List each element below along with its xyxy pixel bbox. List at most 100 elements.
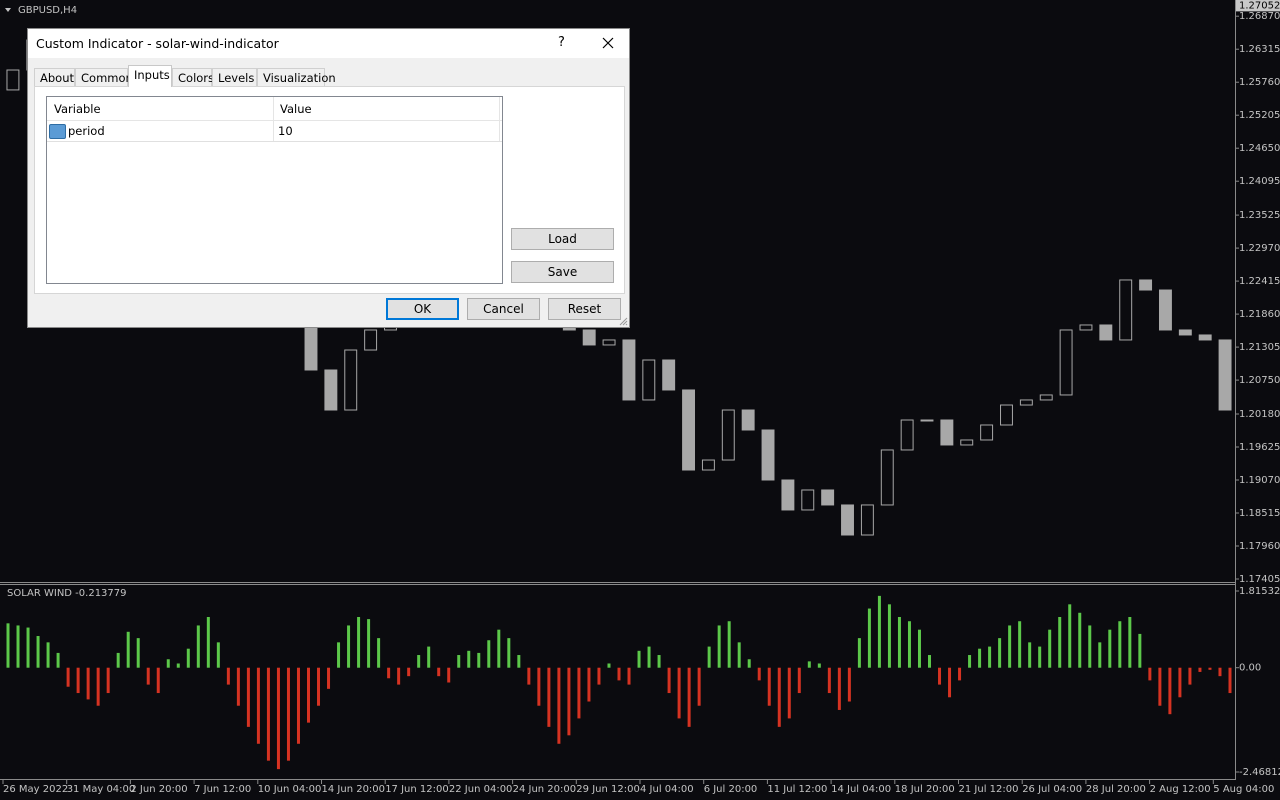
histogram-bar xyxy=(1178,667,1182,698)
histogram-bar xyxy=(1128,617,1132,668)
histogram-bar xyxy=(286,667,290,761)
histogram-bar xyxy=(377,638,381,668)
load-button[interactable]: Load xyxy=(511,228,614,250)
candle-body xyxy=(701,459,715,471)
histogram-bar xyxy=(847,667,851,702)
histogram-bar xyxy=(427,646,431,668)
histogram-bar xyxy=(66,667,70,687)
histogram-bar xyxy=(857,638,861,668)
tab[interactable]: About xyxy=(34,68,75,86)
candle-body xyxy=(622,339,636,401)
tab[interactable]: Levels xyxy=(212,68,257,86)
histogram-bar xyxy=(617,667,621,681)
candle-body xyxy=(880,449,894,506)
histogram-bar xyxy=(1118,621,1122,668)
histogram-bar xyxy=(637,650,641,668)
histogram-bar xyxy=(166,659,170,668)
row-divider xyxy=(47,141,502,142)
input-value[interactable]: 10 xyxy=(278,124,293,138)
y-tick-label: 1.21860 xyxy=(1239,309,1280,320)
symbol-title: GBPUSD,H4 xyxy=(18,5,77,16)
histogram-bar xyxy=(1048,629,1052,668)
tab[interactable]: Colors xyxy=(172,68,214,86)
histogram-bar xyxy=(136,638,140,668)
column-header[interactable]: Value xyxy=(280,102,312,116)
histogram-bar xyxy=(667,667,671,694)
histogram-bar xyxy=(236,667,240,706)
histogram-bar xyxy=(276,667,280,770)
histogram-bar xyxy=(46,642,50,668)
candle-body xyxy=(364,329,378,351)
candle-body xyxy=(1079,324,1093,331)
histogram-bar xyxy=(517,655,521,668)
histogram-bar xyxy=(196,625,200,668)
histogram-bar xyxy=(477,652,481,668)
histogram-bar xyxy=(958,667,962,681)
time-label: 10 Jun 04:00 xyxy=(258,784,322,795)
last-price-label: 1.27052 xyxy=(1239,0,1280,11)
histogram-bar xyxy=(1058,617,1062,668)
histogram-bar xyxy=(1148,667,1152,681)
time-label: 31 May 04:00 xyxy=(67,784,136,795)
y-tick-label: 1.18515 xyxy=(1239,508,1280,519)
histogram-bar xyxy=(948,667,952,698)
column-header[interactable]: Variable xyxy=(54,102,101,116)
resize-grip[interactable] xyxy=(618,316,628,326)
ok-button[interactable]: OK xyxy=(386,298,459,320)
histogram-bar xyxy=(317,667,321,706)
candle-body xyxy=(841,504,854,536)
histogram-bar xyxy=(146,667,150,685)
close-button[interactable] xyxy=(602,37,614,49)
candle-body xyxy=(642,359,656,401)
time-label: 29 Jun 12:00 xyxy=(576,784,640,795)
time-label: 7 Jun 12:00 xyxy=(194,784,251,795)
candle-body xyxy=(1218,339,1232,411)
histogram-bar xyxy=(437,667,441,677)
reset-button[interactable]: Reset xyxy=(548,298,621,320)
histogram-bar xyxy=(126,631,130,668)
histogram-bar xyxy=(877,595,881,668)
histogram-bar xyxy=(56,652,60,668)
time-label: 26 May 2022 xyxy=(3,784,68,795)
time-label: 5 Aug 04:00 xyxy=(1213,784,1274,795)
histogram-bar xyxy=(817,663,821,668)
histogram-bar xyxy=(1098,642,1102,668)
time-label: 28 Jul 20:00 xyxy=(1086,784,1146,795)
indicator-dialog: Custom Indicator - solar-wind-indicator … xyxy=(27,28,630,328)
histogram-bar xyxy=(527,667,531,685)
histogram-bar xyxy=(96,667,100,706)
candle-body xyxy=(6,69,20,91)
candle-body xyxy=(344,349,358,411)
histogram-bar xyxy=(837,667,841,710)
dialog-title: Custom Indicator - solar-wind-indicator xyxy=(36,36,279,51)
histogram-bar xyxy=(697,667,701,706)
histogram-bar xyxy=(156,667,160,694)
histogram-bar xyxy=(6,623,10,668)
candle-body xyxy=(1158,289,1172,331)
integer-icon xyxy=(49,124,66,139)
tab[interactable]: Inputs xyxy=(128,65,172,87)
time-label: 24 Jun 20:00 xyxy=(513,784,577,795)
histogram-bar xyxy=(607,663,611,668)
y-tick-label: 1.26315 xyxy=(1239,44,1280,55)
tab[interactable]: Common xyxy=(75,68,133,86)
histogram-bar xyxy=(557,667,561,744)
candle-body xyxy=(821,489,835,506)
histogram-bar xyxy=(306,667,310,723)
help-button[interactable]: ? xyxy=(558,35,565,50)
histogram-bar xyxy=(1088,625,1092,668)
histogram-bar xyxy=(968,655,972,668)
time-label: 2 Aug 12:00 xyxy=(1150,784,1211,795)
histogram-bar xyxy=(938,667,942,685)
input-name[interactable]: period xyxy=(68,124,105,138)
tab-panel: Variable Value period 10 Load Save xyxy=(34,86,625,294)
histogram-bar xyxy=(216,642,220,668)
save-button[interactable]: Save xyxy=(511,261,614,283)
cancel-button[interactable]: Cancel xyxy=(467,298,540,320)
y-tick-label: 1.26870 xyxy=(1239,11,1280,22)
histogram-bar xyxy=(547,667,551,727)
histogram-bar xyxy=(1228,667,1232,694)
histogram-bar xyxy=(507,638,511,668)
histogram-bar xyxy=(737,642,741,668)
tab[interactable]: Visualization xyxy=(257,68,336,86)
